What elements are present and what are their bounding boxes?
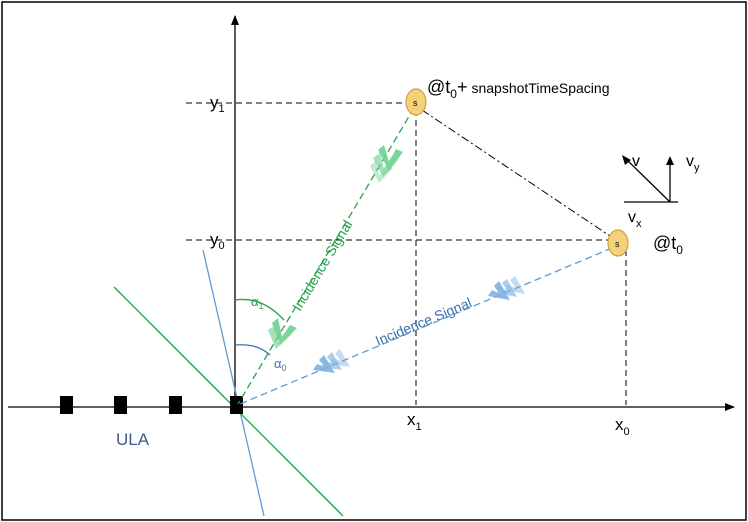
velocity-axes <box>624 158 678 203</box>
vy-arrowhead <box>666 156 674 165</box>
v-label: v <box>632 153 640 170</box>
ula-element-1 <box>60 396 73 414</box>
t0-label: @t0 <box>653 233 683 257</box>
x1-label: x1 <box>407 410 422 433</box>
ula-label: ULA <box>116 430 150 449</box>
blue-signal-arrow-lower <box>313 349 350 373</box>
green-array-line <box>113 286 344 517</box>
y0-label: y0 <box>210 230 225 252</box>
snapshot-time-label: @t0+ snapshotTimeSpacing <box>427 77 610 101</box>
alpha0-arc <box>234 344 271 356</box>
blue-signal-arrow-upper <box>488 276 525 300</box>
alpha1-arc <box>234 298 285 321</box>
ula-element-2 <box>114 396 127 414</box>
green-signal-arrow-upper <box>370 145 403 183</box>
alpha1-label: α1 <box>251 294 264 311</box>
source-t0 <box>607 229 629 257</box>
blue-array-line <box>202 249 265 517</box>
green-incidence-label: Incidence Signal <box>289 217 356 313</box>
blue-incidence-label: Incidence Signal <box>373 294 474 348</box>
trajectory-line <box>421 109 611 237</box>
v-arrowhead <box>622 155 631 165</box>
alpha0-label: α0 <box>274 356 287 373</box>
y1-label: y1 <box>210 93 225 115</box>
blue-incidence-line <box>239 247 613 405</box>
source-t1 <box>405 88 427 116</box>
green-signal-arrow-lower <box>268 318 297 349</box>
source-t1-glyph: s <box>413 98 418 108</box>
vy-label: vy <box>686 153 700 174</box>
v-vector <box>625 158 671 203</box>
ula-element-3 <box>169 396 182 414</box>
ula-element-reference <box>230 396 243 414</box>
x0-label: x0 <box>615 415 630 438</box>
vx-label: vx <box>628 209 642 230</box>
source-t0-glyph: s <box>615 239 620 249</box>
